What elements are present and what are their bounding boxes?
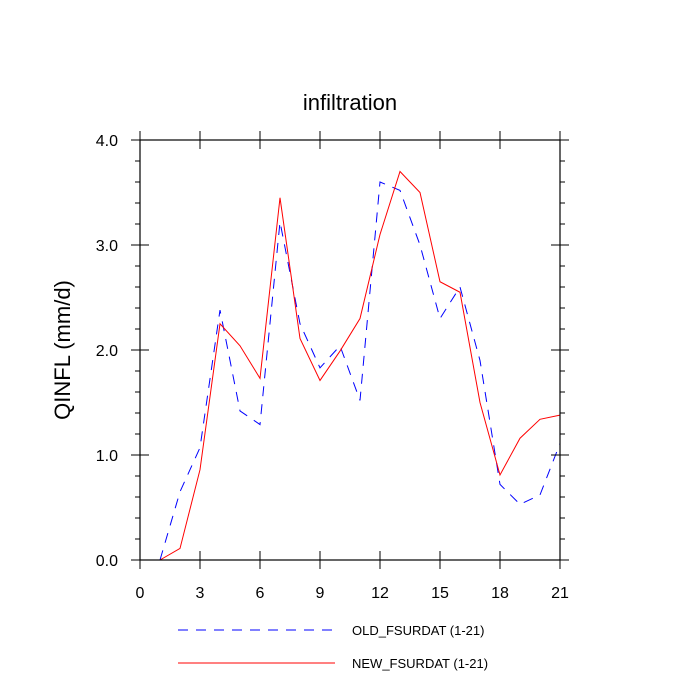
x-tick-label: 21 xyxy=(551,585,569,602)
axis-tick-labels: 0 3 6 9 12 15 18 21 0.0 1.0 2.0 3.0 4.0 xyxy=(96,133,569,602)
plot-frame xyxy=(139,139,561,561)
legend: OLD_FSURDAT (1-21) NEW_FSURDAT (1-21) xyxy=(178,623,488,671)
legend-label-1: OLD_FSURDAT (1-21) xyxy=(352,623,484,638)
y-tick-label: 0.0 xyxy=(96,553,118,570)
y-tick-label: 4.0 xyxy=(96,133,118,150)
x-tick-label: 18 xyxy=(491,585,509,602)
x-tick-label: 0 xyxy=(136,585,145,602)
x-tick-label: 3 xyxy=(196,585,205,602)
axis-ticks xyxy=(131,131,569,569)
x-tick-label: 9 xyxy=(316,585,325,602)
x-tick-label: 12 xyxy=(371,585,389,602)
series-line-1 xyxy=(159,181,561,561)
x-tick-label: 15 xyxy=(431,585,449,602)
plot-lines xyxy=(159,170,561,561)
y-tick-label: 1.0 xyxy=(96,448,118,465)
legend-label-2: NEW_FSURDAT (1-21) xyxy=(352,656,488,671)
y-tick-label: 3.0 xyxy=(96,238,118,255)
x-tick-label: 6 xyxy=(256,585,265,602)
y-axis-label: QINFL (mm/d) xyxy=(50,280,75,420)
chart-title: infiltration xyxy=(303,90,397,115)
series-line-2 xyxy=(159,170,561,561)
y-tick-label: 2.0 xyxy=(96,343,118,360)
